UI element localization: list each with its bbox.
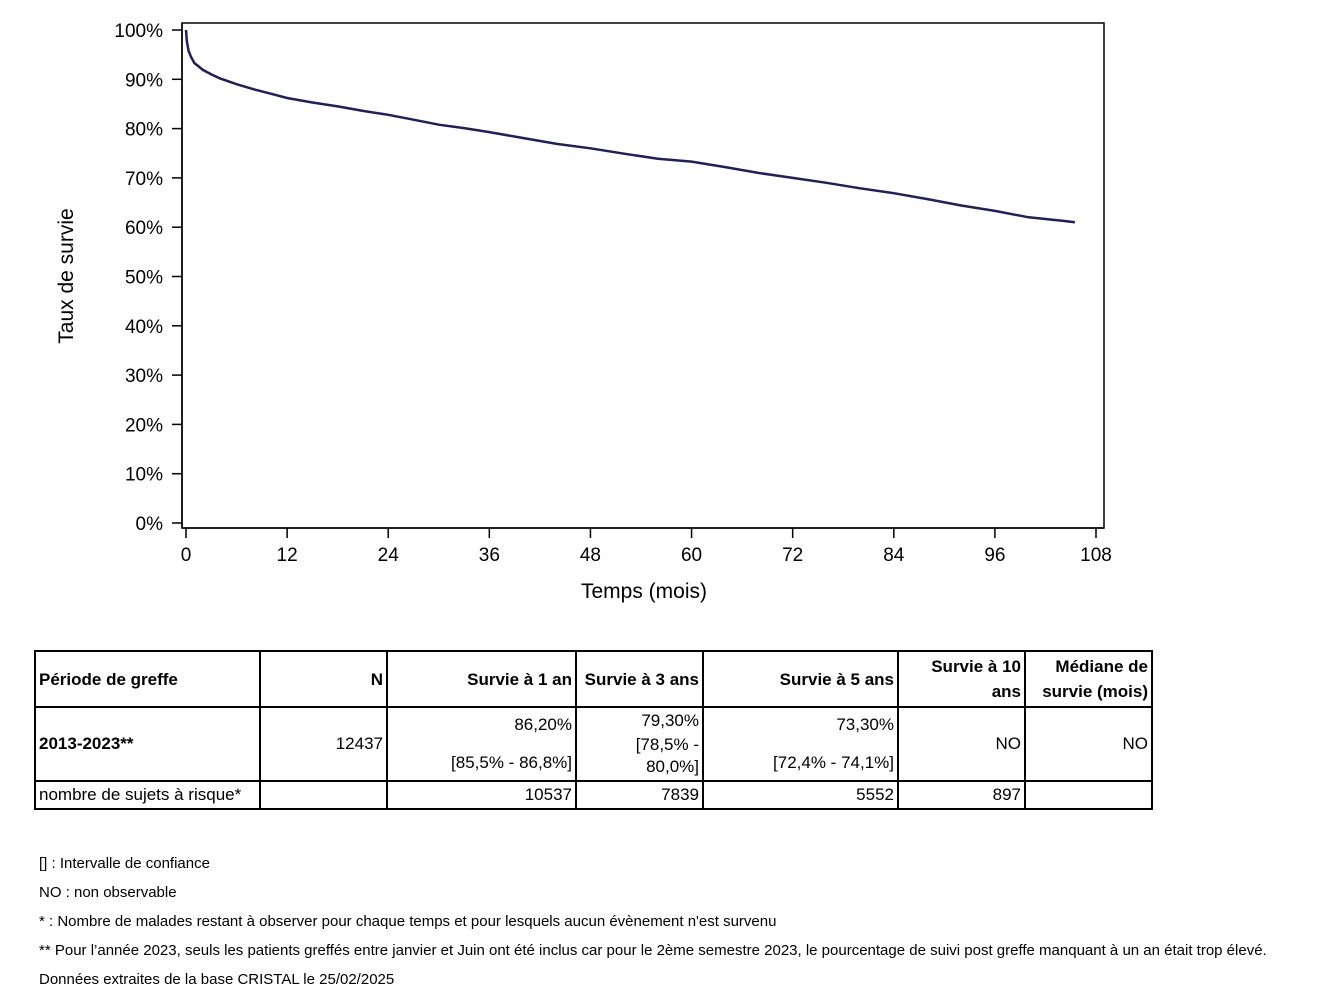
footnote: ** Pour l’année 2023, seuls les patients…	[39, 942, 1267, 959]
survival-chart: 0% 10% 20% 30% 40% 50% 60% 70% 80% 90% 100% 0 12 24 3…	[55, 21, 1112, 603]
x-tick-label: 108	[1080, 545, 1112, 566]
x-tick-label: 0	[181, 545, 192, 566]
x-axis: 0 12 24 36 48 60 72 84 96 108	[181, 527, 1112, 566]
cell-risk-median	[1024, 780, 1153, 810]
x-tick-label: 60	[681, 545, 702, 566]
header-median: Médiane de survie (mois)	[1024, 650, 1153, 708]
x-tick-label: 12	[277, 545, 298, 566]
y-axis: 0% 10% 20% 30% 40% 50% 60% 70% 80% 90% 100%	[114, 21, 183, 535]
footnotes: [] : Intervalle de confiance NO : non ob…	[39, 849, 1267, 994]
cell-median: NO	[1024, 706, 1153, 782]
y-axis-title: Taux de survie	[55, 208, 78, 343]
header-survival-1y: Survie à 1 an	[386, 650, 577, 708]
cell-risk-10y: 897	[897, 780, 1026, 810]
survival-3y-ci: [78,5% - 80,0%]	[635, 735, 699, 776]
footnote: * : Nombre de malades restant à observer…	[39, 913, 777, 930]
x-tick-label: 48	[580, 545, 601, 566]
survival-1y-ci: [85,5% - 86,8%]	[451, 753, 572, 772]
y-tick-label: 10%	[125, 465, 163, 486]
table-header-row: Période de greffe N Survie à 1 an Survie…	[34, 650, 1153, 708]
table-row: 2013-2023** 12437 86,20% [85,5% - 86,8%]…	[34, 706, 1153, 782]
cell-survival-10y: NO	[897, 706, 1026, 782]
y-tick-label: 30%	[125, 366, 163, 387]
cell-survival-1y: 86,20% [85,5% - 86,8%]	[386, 706, 577, 782]
cell-risk-label: nombre de sujets à risque*	[34, 780, 261, 810]
footnote: NO : non observable	[39, 884, 177, 901]
y-tick-label: 50%	[125, 268, 163, 289]
survival-curve	[184, 29, 1076, 224]
cell-risk-n	[259, 780, 388, 810]
cell-risk-1y: 10537	[386, 780, 577, 810]
header-period: Période de greffe	[34, 650, 261, 708]
footnote: [] : Intervalle de confiance	[39, 855, 210, 872]
x-tick-label: 36	[479, 545, 500, 566]
cell-survival-5y: 73,30% [72,4% - 74,1%]	[702, 706, 899, 782]
cell-risk-5y: 5552	[702, 780, 899, 810]
plot-frame	[181, 22, 1105, 529]
x-tick-label: 72	[782, 545, 803, 566]
y-tick-label: 40%	[125, 317, 163, 338]
x-tick-label: 84	[883, 545, 905, 566]
x-axis-title: Temps (mois)	[581, 580, 707, 603]
cell-risk-3y: 7839	[575, 780, 704, 810]
header-survival-5y: Survie à 5 ans	[702, 650, 899, 708]
survival-5y-value: 73,30%	[836, 715, 894, 734]
survival-1y-value: 86,20%	[514, 715, 572, 734]
y-tick-label: 80%	[125, 120, 163, 141]
y-tick-label: 60%	[125, 218, 163, 239]
table-row: nombre de sujets à risque* 10537 7839 55…	[34, 780, 1153, 810]
header-survival-10y: Survie à 10 ans	[897, 650, 1026, 708]
header-survival-3y: Survie à 3 ans	[575, 650, 704, 708]
y-tick-label: 100%	[114, 21, 163, 42]
x-tick-label: 24	[378, 545, 400, 566]
y-tick-label: 70%	[125, 169, 163, 190]
cell-period: 2013-2023**	[34, 706, 261, 782]
survival-table: Période de greffe N Survie à 1 an Survie…	[34, 650, 1153, 810]
footnote: Données extraites de la base CRISTAL le …	[39, 971, 395, 988]
x-tick-label: 96	[984, 545, 1005, 566]
survival-5y-ci: [72,4% - 74,1%]	[773, 753, 894, 772]
survival-3y-value: 79,30%	[641, 711, 699, 730]
cell-n: 12437	[259, 706, 388, 782]
y-tick-label: 90%	[125, 70, 163, 91]
header-n: N	[259, 650, 388, 708]
y-tick-label: 0%	[136, 514, 164, 535]
y-tick-label: 20%	[125, 415, 163, 436]
cell-survival-3y: 79,30% [78,5% - 80,0%]	[575, 706, 704, 782]
